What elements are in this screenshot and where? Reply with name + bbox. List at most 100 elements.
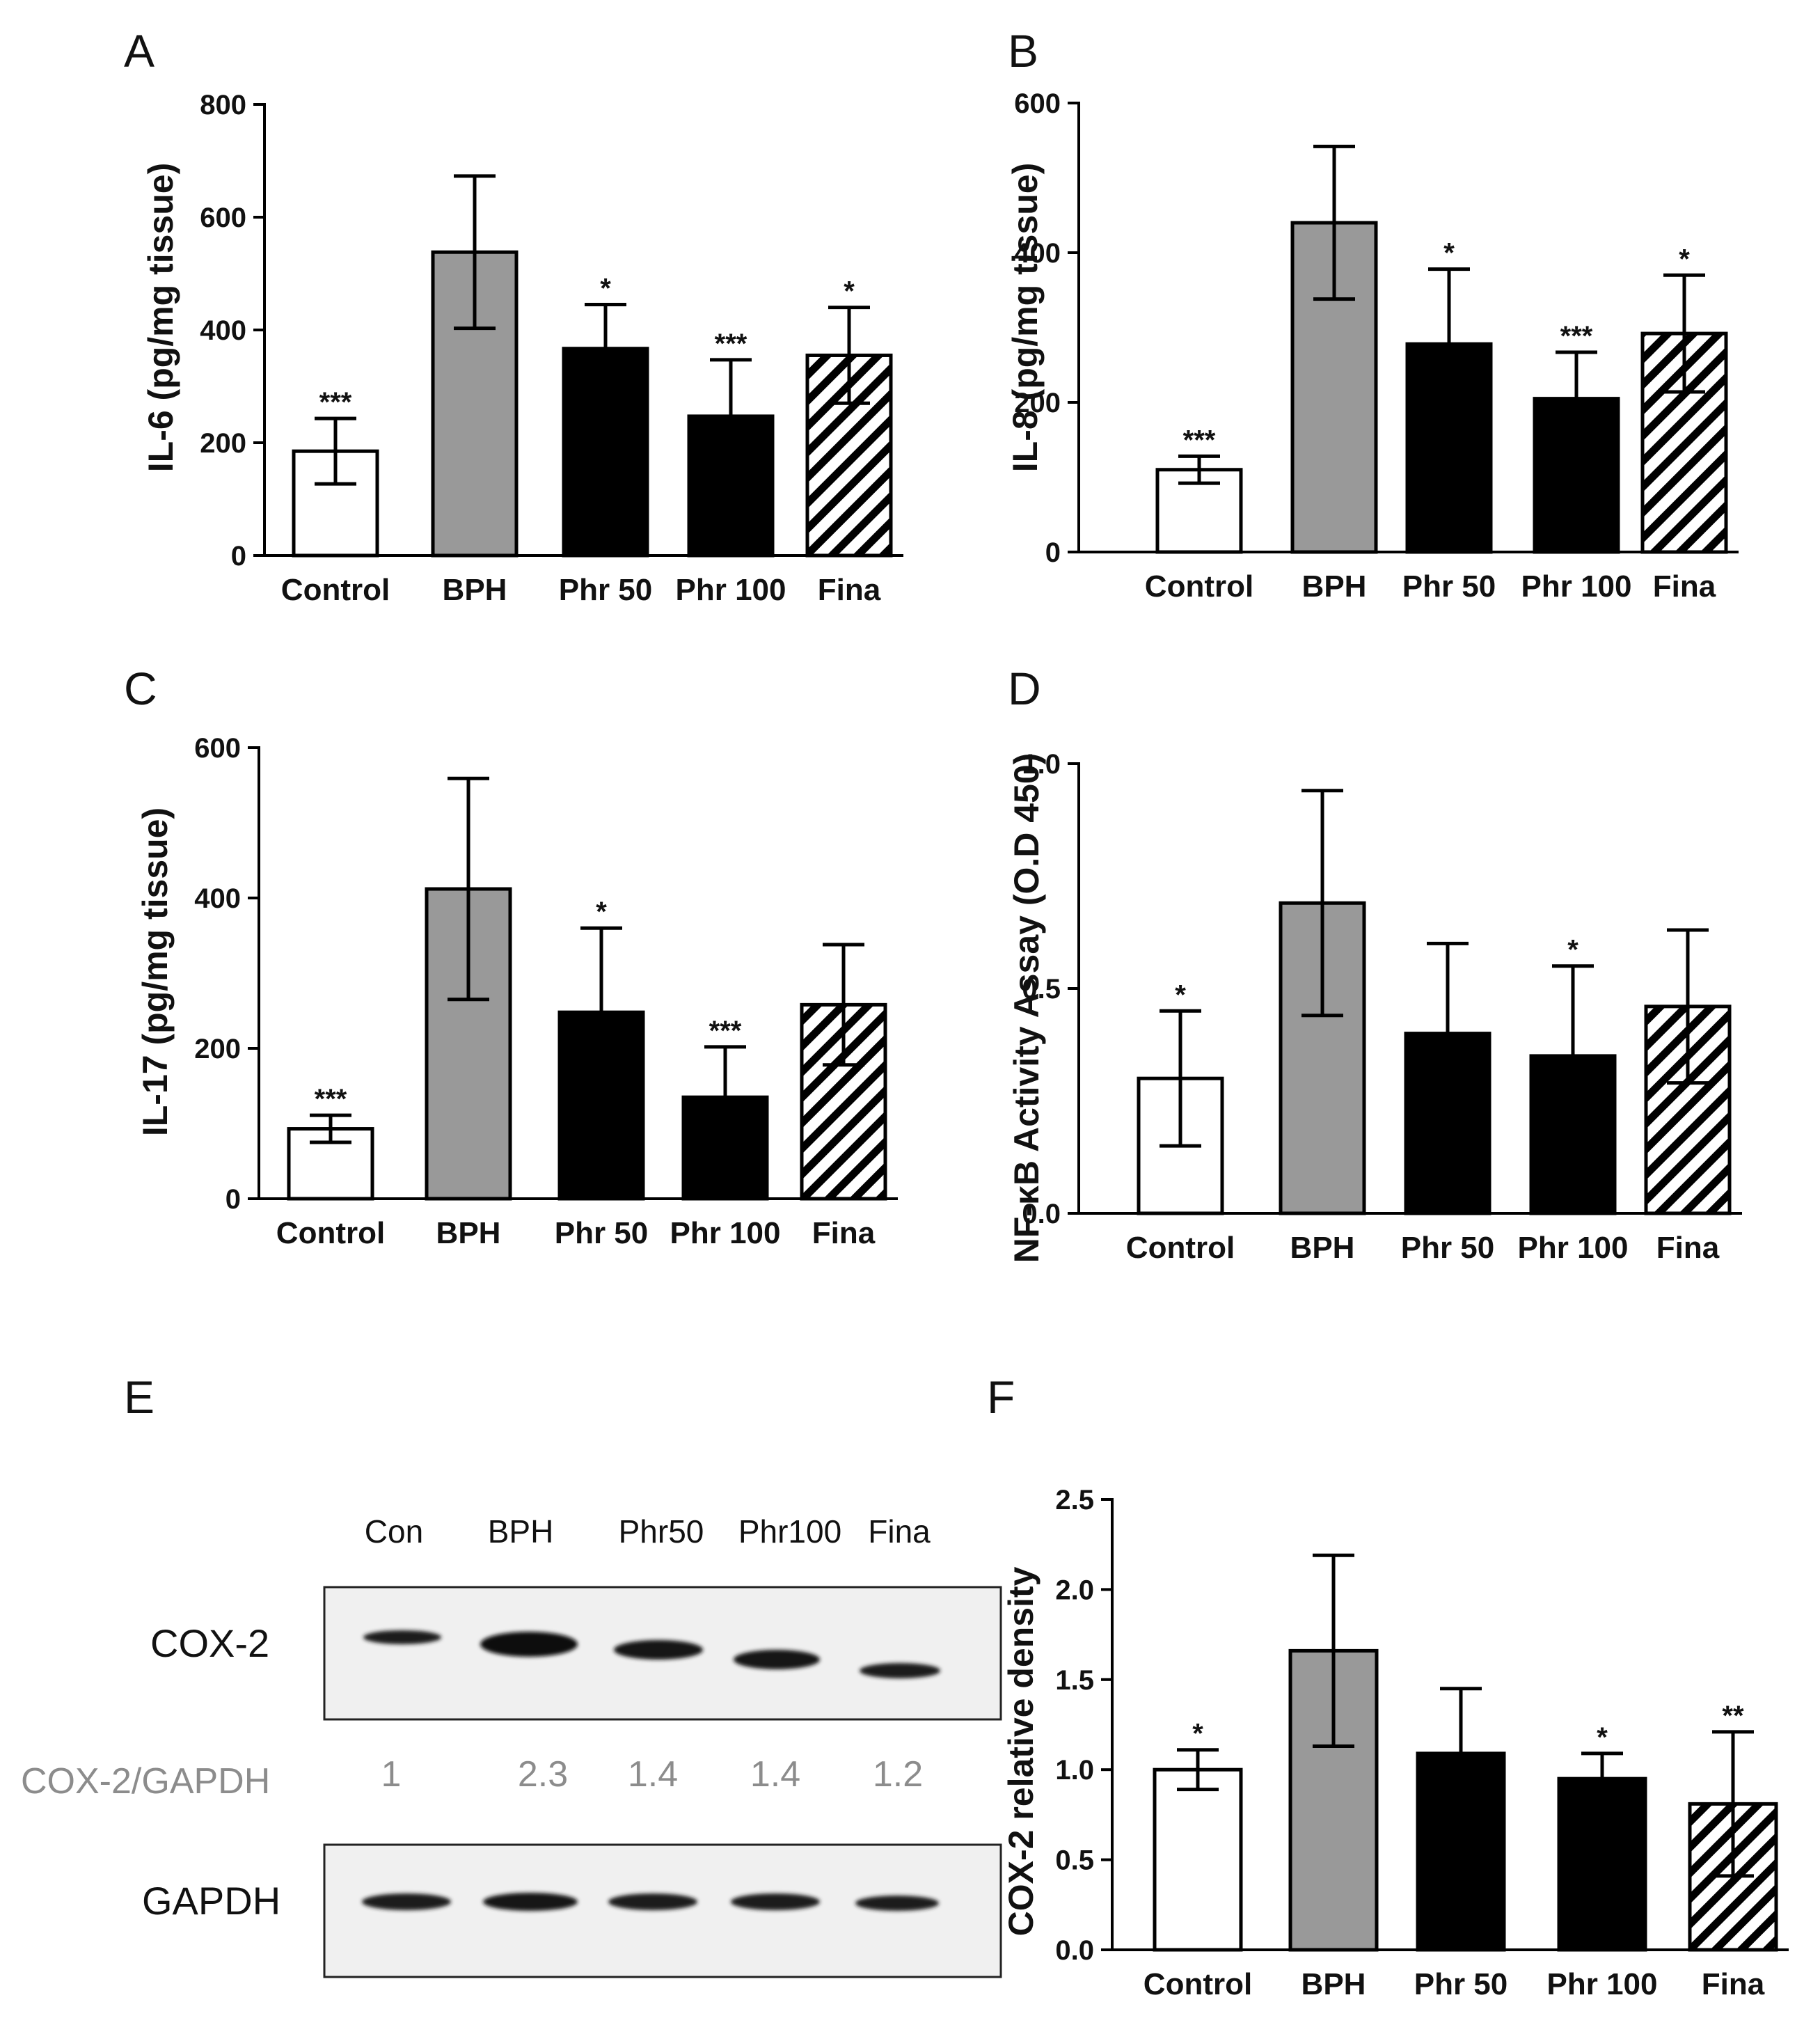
- panel-b-significance-control: ***: [1183, 425, 1216, 455]
- cox2-band-fina: [860, 1663, 940, 1678]
- panel-b-category-label-phr-50: Phr 50: [1402, 569, 1496, 604]
- panel-b-y-tick-label: 400: [1014, 238, 1061, 269]
- panel-f-y-tick-label: 1.5: [1055, 1665, 1094, 1696]
- panel-b-category-label-fina: Fina: [1653, 569, 1716, 604]
- panel-f-category-label-fina: Fina: [1702, 1967, 1765, 2001]
- panel-a-significance-phr-50: *: [600, 274, 611, 304]
- panel-c-significance-phr-50: *: [596, 897, 607, 927]
- panel-f-y-axis-label: COX-2 relative density: [1002, 1566, 1040, 1936]
- panel-label-c: C: [124, 663, 157, 714]
- panel-b-y-axis-label: IL-8 (pg/mg tissue): [1006, 163, 1045, 472]
- ratio-con: 1: [381, 1754, 402, 1795]
- panel-a-y-axis-label: IL-6 (pg/mg tissue): [141, 163, 180, 472]
- panel-b-significance-fina: *: [1679, 244, 1690, 274]
- panel-b: B IL-8 (pg/mg tissue) 0 200 400 600 *** Contr…: [1006, 25, 1739, 604]
- panel-d-category-label-phr-100: Phr 100: [1518, 1231, 1629, 1265]
- panel-d-y-axis-label: NF-κB Activity Assay (O.D 450): [1007, 753, 1046, 1263]
- lane-label-con: Con: [365, 1513, 423, 1550]
- panel-f-significance-fina: **: [1722, 1701, 1744, 1731]
- panel-c-y-tick-label: 200: [194, 1034, 241, 1064]
- panel-c-category-label-bph: BPH: [436, 1216, 501, 1250]
- panel-d-category-label-control: Control: [1126, 1231, 1235, 1265]
- panel-a-y-tick-label: 200: [200, 428, 246, 459]
- panel-a-significance-control: ***: [319, 387, 352, 418]
- panel-b-significance-phr-100: ***: [1560, 321, 1593, 352]
- panel-f-category-label-bph: BPH: [1301, 1967, 1366, 2001]
- panel-f-y-tick-label: 2.0: [1055, 1575, 1094, 1605]
- panel-a-category-label-phr-100: Phr 100: [676, 573, 786, 607]
- panel-f-bar-control: [1153, 1767, 1243, 1952]
- panel-f: F COX-2 relative density 0.0 0.5 1.0 1.5 2.0…: [987, 1371, 1789, 2001]
- ratio-phr100: 1.4: [750, 1754, 800, 1795]
- panel-d-significance-control: *: [1175, 979, 1186, 1010]
- cox2-band-phr100: [734, 1650, 820, 1669]
- panel-e: E Con BPH Phr50 Phr100 Fina COX-2 COX-2/…: [21, 1371, 1002, 1978]
- panel-c-y-tick-label: 0: [225, 1184, 241, 1215]
- panel-a-category-label-control: Control: [281, 573, 390, 607]
- panel-c-y-tick-label: 600: [194, 733, 241, 764]
- panel-c-category-label-fina: Fina: [812, 1216, 876, 1250]
- panel-a: A IL-6 (pg/mg tissue) 0 200 400 600 800 *** Co…: [124, 25, 903, 607]
- panel-d-category-label-fina: Fina: [1656, 1231, 1720, 1265]
- panel-f-category-label-phr-50: Phr 50: [1414, 1967, 1508, 2001]
- gapdh-bands: [362, 1893, 939, 1911]
- panel-label-b: B: [1008, 25, 1038, 77]
- panel-d-chart: 0.0 0.5 1.0 * Control BPH Phr 50 * Phr 100 Fina: [1022, 749, 1742, 1265]
- panel-a-significance-phr-100: ***: [715, 329, 747, 359]
- panel-label-a: A: [124, 25, 155, 77]
- panel-a-y-tick-label: 0: [231, 541, 246, 572]
- panel-b-category-label-bph: BPH: [1302, 569, 1367, 604]
- cox2-band-phr50: [614, 1640, 703, 1660]
- panel-f-chart: 0.0 0.5 1.0 1.5 2.0 2.5 * Control BPH Phr 50 * Phr …: [1055, 1485, 1789, 2001]
- panel-a-category-label-bph: BPH: [443, 573, 507, 607]
- panel-d-category-label-phr-50: Phr 50: [1401, 1231, 1495, 1265]
- gapdh-label: GAPDH: [142, 1879, 280, 1923]
- gapdh-band-phr100: [731, 1893, 820, 1910]
- panel-a-y-tick-label: 600: [200, 203, 246, 233]
- panel-c-chart: 0 200 400 600 *** Control BPH * Phr 50 *** Phr 100…: [194, 733, 898, 1250]
- panel-f-y-tick-label: 2.5: [1055, 1485, 1094, 1515]
- panel-a-chart: 0 200 400 600 800 *** Control BPH * Phr 50 *** Phr …: [200, 90, 903, 607]
- panel-f-y-tick-label: 0.5: [1055, 1845, 1094, 1876]
- cox2-bands: [363, 1630, 940, 1678]
- panel-f-significance-control: *: [1192, 1719, 1203, 1749]
- panel-a-category-label-phr-50: Phr 50: [559, 573, 653, 607]
- lane-label-phr50: Phr50: [619, 1513, 704, 1550]
- panel-b-chart: 0 200 400 600 *** Control BPH * Phr 50 *** Phr 100…: [1014, 88, 1739, 604]
- panel-b-category-label-phr-100: Phr 100: [1521, 569, 1632, 604]
- panel-c-significance-control: ***: [315, 1084, 347, 1114]
- ratio-label: COX-2/GAPDH: [21, 1761, 270, 1802]
- gapdh-band-fina: [855, 1896, 939, 1911]
- panel-c-y-axis-label: IL-17 (pg/mg tissue): [136, 807, 175, 1136]
- gapdh-band-phr50: [608, 1893, 697, 1910]
- lane-label-phr100: Phr100: [738, 1513, 841, 1550]
- panel-d-significance-phr-100: *: [1567, 935, 1578, 966]
- panel-d-y-tick-label: 0.5: [1022, 974, 1061, 1004]
- gapdh-band-bph: [483, 1893, 578, 1911]
- panel-d: D NF-κB Activity Assay (O.D 450) 0.0 0.5 1…: [1007, 663, 1742, 1265]
- panel-f-y-tick-label: 1.0: [1055, 1755, 1094, 1786]
- panel-label-e: E: [124, 1371, 155, 1423]
- panel-c-category-label-phr-50: Phr 50: [555, 1216, 649, 1250]
- panel-f-category-label-phr-100: Phr 100: [1547, 1967, 1658, 2001]
- gapdh-blot-membrane: [323, 1843, 1002, 1978]
- panel-a-y-tick-label: 400: [200, 315, 246, 346]
- panel-a-category-label-fina: Fina: [818, 573, 881, 607]
- panel-d-y-tick-label: 0.0: [1022, 1199, 1061, 1229]
- panel-b-category-label-control: Control: [1145, 569, 1253, 604]
- panel-c-significance-phr-100: ***: [709, 1016, 742, 1046]
- panel-f-bar-phr-100: [1557, 1776, 1647, 1952]
- ratio-fina: 1.2: [873, 1754, 923, 1795]
- panel-f-significance-phr-100: *: [1597, 1722, 1608, 1753]
- panel-b-y-tick-label: 600: [1014, 88, 1061, 119]
- panel-f-category-label-control: Control: [1144, 1967, 1252, 2001]
- panel-a-significance-fina: *: [844, 276, 855, 307]
- lane-label-bph: BPH: [488, 1513, 554, 1550]
- cox2-band-bph: [480, 1632, 578, 1657]
- panel-f-y-tick-label: 0.0: [1055, 1935, 1094, 1966]
- panel-b-y-tick-label: 0: [1045, 537, 1061, 568]
- panel-d-category-label-bph: BPH: [1290, 1231, 1355, 1265]
- cox2-label: COX-2: [150, 1621, 269, 1665]
- panel-label-d: D: [1008, 663, 1041, 714]
